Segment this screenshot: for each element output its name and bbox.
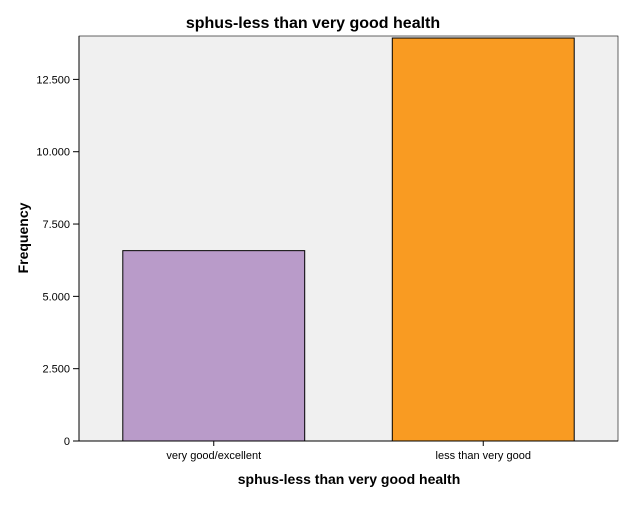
y-axis-ticks: 0 2.500 5.000 7.500 10.000 12.500	[36, 74, 79, 448]
x-axis-categories: very good/excellent less than very good	[166, 441, 531, 462]
y-tick-label: 0	[64, 436, 70, 448]
bars	[122, 37, 575, 442]
y-tick-label: 2.500	[42, 364, 70, 376]
y-tick-label: 10.000	[36, 147, 70, 159]
y-tick-label: 5.000	[42, 291, 70, 303]
chart-title: sphus-less than very good health	[186, 15, 440, 32]
bar-1	[122, 250, 306, 442]
x-category-label: less than very good	[436, 450, 531, 462]
y-tick-label: 7.500	[42, 219, 70, 231]
x-category-label: very good/excellent	[166, 450, 261, 462]
y-axis-title: Frequency	[15, 202, 31, 273]
y-tick-label: 12.500	[36, 74, 70, 86]
x-axis-title: sphus-less than very good health	[238, 471, 461, 487]
bar-2	[391, 37, 575, 442]
